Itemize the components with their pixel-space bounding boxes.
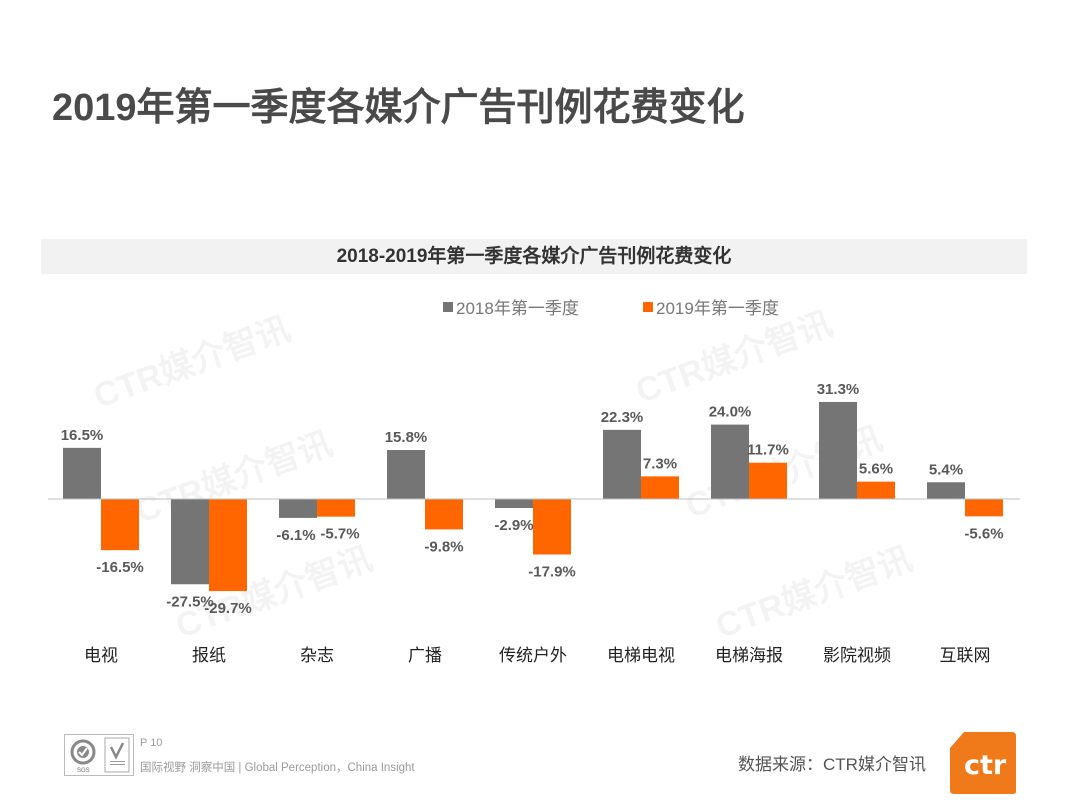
data-label-2018-3: 15.8% <box>385 429 428 446</box>
category-label-0: 电视 <box>84 646 118 666</box>
category-label-4: 传统户外 <box>499 646 567 666</box>
bar-2019-2 <box>317 499 355 517</box>
legend-swatch-2019 <box>643 301 653 312</box>
data-label-2019-5: 7.3% <box>643 455 677 472</box>
certification-badges: SGS <box>64 734 134 776</box>
category-label-6: 电梯海报 <box>715 646 783 666</box>
bar-2019-4 <box>533 499 571 555</box>
ctr-logo-icon: ctr ® <box>950 721 1016 794</box>
data-label-2018-1: -27.5% <box>166 593 214 610</box>
data-label-2018-4: -2.9% <box>494 517 533 534</box>
bar-chart: 16.5% -27.5% -6.1% 15.8% -2.9% 22.3% 24.0% 31.3… <box>48 381 1020 666</box>
category-label-3: 广播 <box>408 646 442 666</box>
bar-2019-1 <box>209 499 247 592</box>
bar-2018-5 <box>603 429 641 499</box>
data-label-2019-2: -5.7% <box>320 526 359 543</box>
logo-text: ctr <box>964 750 1007 781</box>
ctr-logo: ctr ® <box>950 721 1020 796</box>
category-label-5: 电梯电视 <box>607 646 675 666</box>
data-label-2019-3: -9.8% <box>424 538 463 555</box>
category-label-2: 杂志 <box>300 646 334 666</box>
legend-swatch-2018 <box>443 301 453 312</box>
page-number: P 10 <box>140 737 163 749</box>
bar-2019-0 <box>101 499 139 551</box>
chart-title-bar: 2018-2019年第一季度各媒介广告刊例花费变化 <box>41 239 1027 274</box>
legend-item-2019: 2019年第一季度 <box>643 294 779 319</box>
data-label-2019-8: -5.6% <box>964 525 1003 542</box>
chart-legend: 2018年第一季度 2019年第一季度 <box>0 294 1080 318</box>
data-label-2018-5: 22.3% <box>601 409 644 426</box>
sgs-certification-icon: SGS <box>65 735 133 775</box>
bar-2018-7 <box>819 401 857 499</box>
data-label-2019-6: 11.7% <box>747 442 789 459</box>
data-label-2018-2: -6.1% <box>276 527 315 544</box>
bar-2019-7 <box>857 481 895 499</box>
data-source: 数据来源：CTR媒介智讯 <box>738 755 926 774</box>
data-label-2019-4: -17.9% <box>528 563 576 580</box>
bar-2018-2 <box>279 499 317 518</box>
footer-slogan: 国际视野 洞察中国 | Global Perception，China Insi… <box>140 762 415 774</box>
page-title: 2019年第一季度各媒介广告刊例花费变化 <box>52 87 745 129</box>
bar-2018-4 <box>495 499 533 508</box>
legend-label-2019: 2019年第一季度 <box>656 299 779 318</box>
data-label-2019-0: -16.5% <box>96 559 144 576</box>
bar-2018-8 <box>927 482 965 499</box>
bar-2018-1 <box>171 499 209 585</box>
category-label-1: 报纸 <box>192 646 226 666</box>
bar-2019-3 <box>425 499 463 530</box>
bar-2019-6 <box>749 462 787 499</box>
data-label-2018-6: 24.0% <box>709 404 752 421</box>
bar-2018-6 <box>711 424 749 499</box>
bar-2019-5 <box>641 476 679 499</box>
cert-label: SGS <box>77 768 90 774</box>
bar-2018-0 <box>63 447 101 499</box>
bar-2019-8 <box>965 499 1003 517</box>
data-label-2019-1: -29.7% <box>204 600 252 617</box>
data-label-2018-0: 16.5% <box>61 427 104 444</box>
data-label-2018-7: 31.3% <box>817 381 860 398</box>
category-label-8: 互联网 <box>940 646 991 666</box>
data-label-2019-7: 5.6% <box>859 461 893 478</box>
data-label-2018-8: 5.4% <box>929 461 963 478</box>
legend-label-2018: 2018年第一季度 <box>456 299 579 318</box>
bar-2018-3 <box>387 450 425 499</box>
category-label-7: 影院视频 <box>823 646 891 666</box>
chart-title: 2018-2019年第一季度各媒介广告刊例花费变化 <box>336 246 732 267</box>
legend-item-2018: 2018年第一季度 <box>443 294 579 319</box>
